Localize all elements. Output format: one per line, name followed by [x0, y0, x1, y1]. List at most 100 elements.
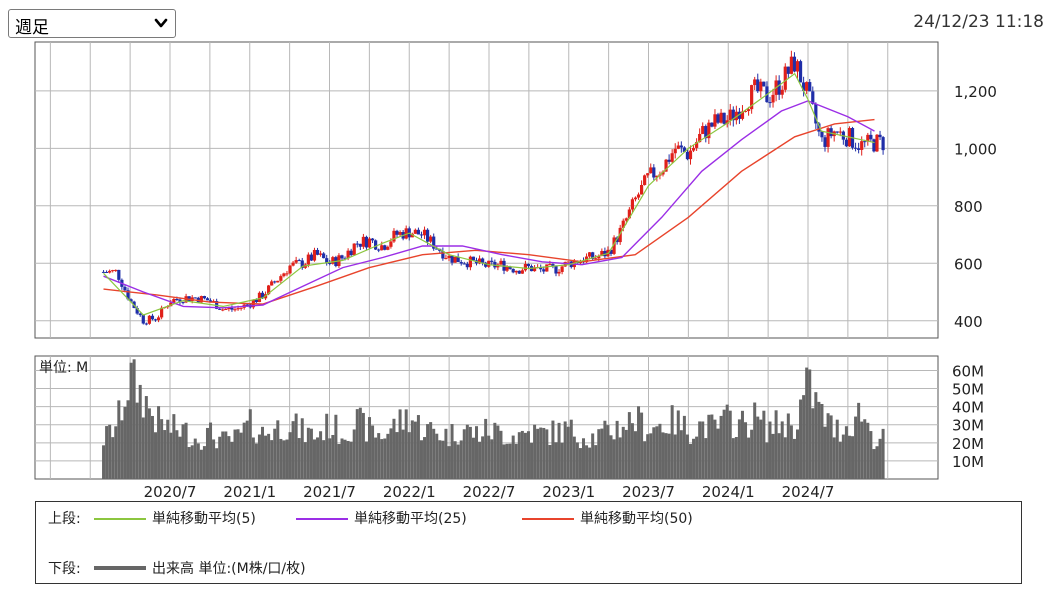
candle-body — [557, 271, 561, 274]
volume-bar — [667, 433, 671, 479]
volume-bar — [163, 430, 167, 479]
candle-body — [857, 148, 861, 150]
volume-bar — [297, 438, 301, 479]
period-select[interactable]: 週足 — [8, 9, 176, 38]
legend-volume-label: 出来高 単位:(M株/口/枚) — [152, 561, 306, 577]
candle-body — [523, 263, 528, 271]
volume-bar — [756, 416, 760, 479]
volume-bar — [511, 435, 515, 479]
candle-body — [514, 270, 518, 273]
candle-body — [725, 120, 729, 124]
volume-bar — [869, 431, 873, 479]
volume-bar — [673, 434, 677, 479]
volume-bar — [826, 413, 830, 479]
candle-body — [429, 236, 433, 242]
candle-body — [340, 255, 344, 259]
volume-bar — [725, 404, 729, 479]
volume-bar — [526, 431, 530, 479]
timestamp: 24/12/23 11:18 — [913, 12, 1044, 32]
candle-body — [728, 109, 732, 121]
price-tick-label: 1,200 — [954, 83, 997, 101]
volume-bar — [267, 433, 271, 479]
volume-bar — [438, 440, 442, 479]
candle-body — [869, 134, 873, 140]
candle-body — [759, 81, 763, 92]
volume-bar — [377, 433, 381, 479]
candle-body — [169, 302, 173, 307]
candle-body — [178, 299, 182, 303]
volume-bar — [643, 441, 647, 479]
volume-bar — [606, 425, 610, 479]
candle-body — [667, 159, 671, 162]
volume-bar — [371, 425, 375, 479]
candle-body — [808, 82, 812, 92]
candle-body — [413, 229, 417, 234]
candle-body — [704, 126, 708, 139]
candle-body — [636, 194, 641, 198]
volume-bar — [150, 415, 154, 479]
candle-body — [789, 56, 793, 74]
x-tick-label: 2023/1 — [542, 483, 595, 500]
candle-body — [719, 112, 723, 123]
volume-tick-label: 10M — [952, 453, 984, 471]
volume-bar — [866, 422, 870, 479]
volume-bar — [108, 424, 112, 479]
price-tick-label: 400 — [954, 313, 983, 331]
volume-bar — [630, 423, 634, 479]
volume-bar — [120, 420, 124, 479]
legend-lower-row: 下段: 出来高 単位:(M株/口/枚) — [36, 558, 1021, 578]
volume-bar — [230, 441, 234, 479]
volume-bar — [221, 431, 225, 479]
volume-bar — [490, 439, 494, 479]
candle-body — [710, 122, 714, 127]
volume-bar — [447, 446, 451, 479]
volume-bar — [786, 413, 790, 479]
x-tick-label: 2022/1 — [383, 483, 436, 500]
candle-body — [175, 298, 179, 300]
volume-bar — [652, 427, 656, 479]
volume-bar — [854, 416, 858, 479]
candle-body — [279, 276, 283, 281]
candle-body — [560, 266, 564, 272]
candle-body — [499, 260, 503, 265]
volume-bar — [423, 437, 427, 479]
volume-bar — [762, 410, 766, 479]
volume-bar — [835, 419, 839, 479]
volume-bar — [386, 433, 390, 479]
candle-body — [267, 285, 271, 295]
volume-bar — [698, 421, 702, 479]
volume-bar — [783, 437, 787, 479]
candle-body — [826, 128, 830, 147]
volume-bar — [484, 418, 488, 479]
volume-bar — [429, 422, 433, 479]
volume-bar — [646, 434, 650, 479]
volume-bar — [719, 415, 723, 479]
legend-ma25-label: 単純移動平均(25) — [354, 511, 467, 527]
legend-ma50-swatch — [522, 518, 574, 520]
legend-upper-row: 上段: 単純移動平均(5) 単純移動平均(25) 単純移動平均(50) — [36, 508, 1021, 528]
volume-bar — [682, 415, 686, 479]
price-tick-label: 1,000 — [954, 140, 997, 158]
candle-body — [624, 218, 628, 221]
volume-bar — [765, 442, 769, 479]
volume-bar — [759, 419, 763, 479]
candle-body — [838, 131, 842, 133]
candle-body — [236, 308, 240, 310]
candle-body — [233, 309, 237, 311]
volume-bar — [505, 443, 509, 479]
candle-body — [355, 243, 359, 245]
volume-bar — [637, 406, 641, 479]
volume-bar — [878, 438, 882, 479]
candle-body — [753, 79, 757, 86]
candle-body — [823, 137, 827, 147]
candle-body — [783, 66, 787, 90]
volume-bar — [413, 421, 417, 479]
candle-body — [239, 307, 243, 309]
candle-body — [698, 133, 702, 143]
candle-body — [349, 250, 353, 256]
candle-body — [655, 175, 659, 178]
candle-body — [505, 266, 509, 271]
candle-body — [829, 128, 833, 137]
volume-bar — [597, 429, 601, 479]
candle-body — [352, 243, 356, 256]
